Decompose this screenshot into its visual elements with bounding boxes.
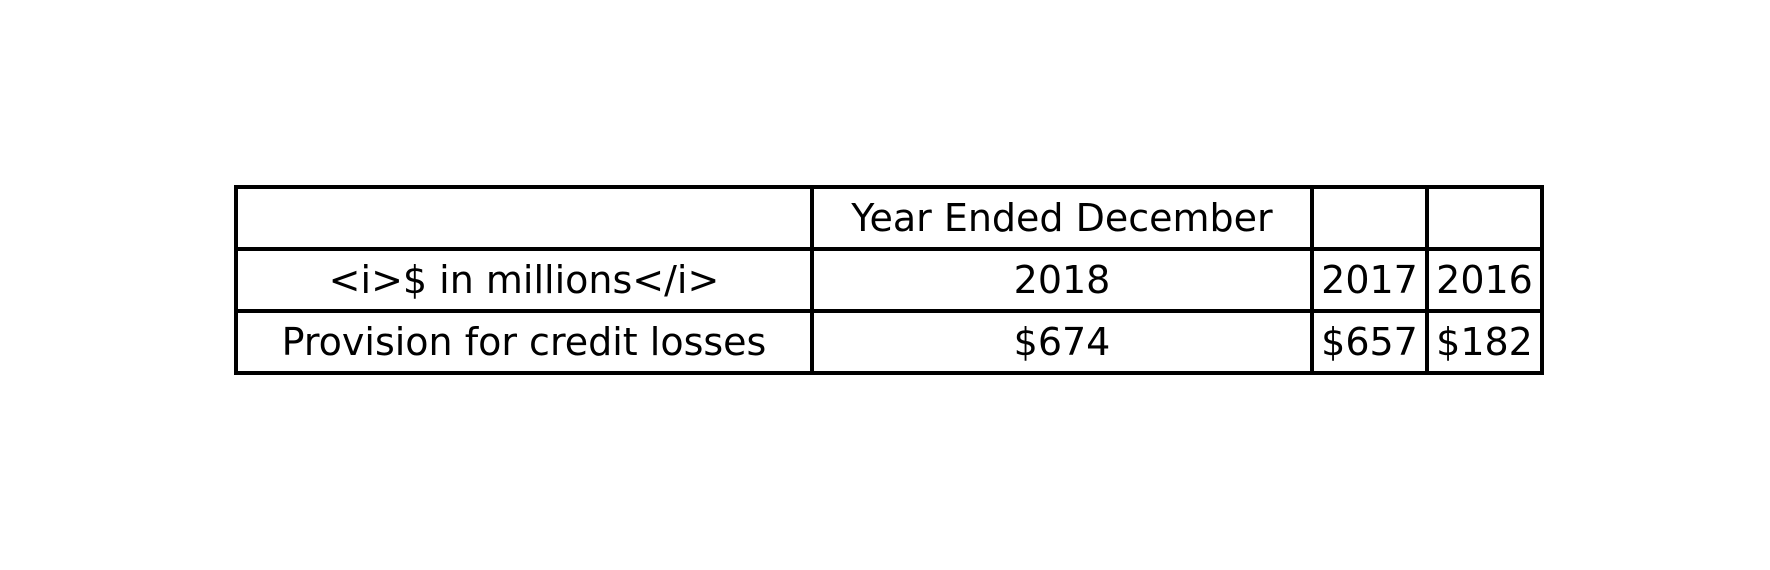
row-label: Provision for credit losses — [234, 309, 814, 375]
row-value-2016: $182 — [1425, 309, 1544, 375]
row-value-2017: $657 — [1310, 309, 1429, 375]
header-empty-cell — [1425, 185, 1544, 251]
year-header-2018: 2018 — [810, 247, 1314, 313]
year-header-2016: 2016 — [1425, 247, 1544, 313]
header-empty-cell — [234, 185, 814, 251]
row-value-2018: $674 — [810, 309, 1314, 375]
table-subheader-row: <i>$ in millions</i> 2018 2017 2016 — [234, 247, 1544, 313]
header-group-label: Year Ended December — [810, 185, 1314, 251]
financial-table: Year Ended December <i>$ in millions</i>… — [234, 185, 1544, 375]
header-empty-cell — [1310, 185, 1429, 251]
table-row: Provision for credit losses $674 $657 $1… — [234, 309, 1544, 375]
table-header-row: Year Ended December — [234, 185, 1544, 251]
units-label: <i>$ in millions</i> — [234, 247, 814, 313]
year-header-2017: 2017 — [1310, 247, 1429, 313]
